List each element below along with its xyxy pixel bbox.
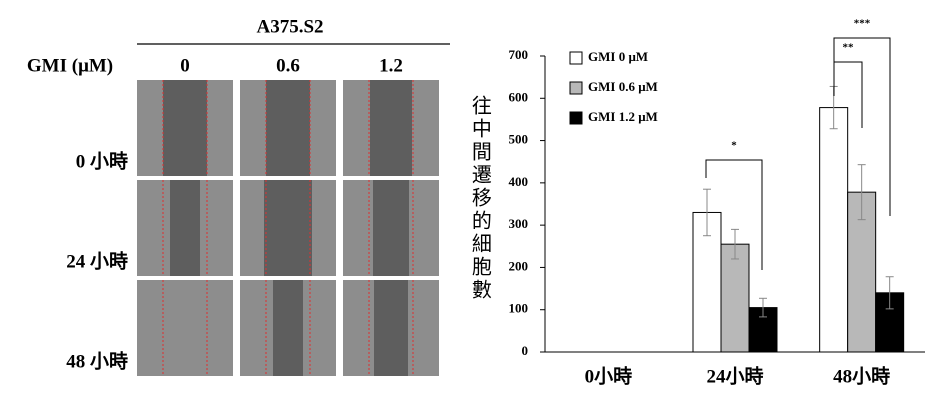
scratch-gap — [373, 180, 409, 276]
y-tick-label: 100 — [509, 301, 529, 316]
error-bar — [703, 188, 711, 237]
y-tick-label: 600 — [509, 89, 529, 104]
legend-swatch — [569, 81, 583, 95]
significance: * — [731, 140, 737, 152]
concentration: 0 — [180, 55, 190, 76]
x-tick-label: 24小時 — [706, 365, 763, 387]
error-bar — [731, 228, 739, 260]
y-axis-label: 往中間遷移的細胞數 — [468, 95, 491, 302]
time-label: 48 小時 — [66, 350, 128, 372]
scratch-gap — [170, 180, 200, 276]
y-tick-label: 400 — [509, 174, 529, 189]
time-label: 0 小時 — [76, 150, 128, 172]
y-tick-label: 300 — [509, 216, 529, 231]
significance: ** — [843, 42, 855, 54]
error-bar — [759, 297, 767, 318]
bar — [720, 243, 750, 353]
concentration: 1.2 — [379, 55, 403, 76]
legend-label: GMI 0 μM — [588, 49, 648, 64]
scratch-gap — [266, 80, 310, 176]
time-label: 24 小時 — [66, 250, 128, 272]
micrographs — [137, 80, 439, 376]
legend-swatch — [569, 51, 583, 65]
significance: *** — [854, 18, 871, 30]
concentration-label: GMI (μM) — [27, 55, 113, 76]
y-tick-label: 0 — [522, 343, 529, 358]
error-bar — [857, 164, 866, 221]
micrograph — [137, 280, 233, 376]
bracket — [705, 159, 763, 270]
bracket — [833, 37, 891, 216]
y-tick-label: 700 — [509, 47, 529, 62]
scratch-gap — [374, 280, 408, 376]
scratch-gap — [273, 280, 303, 376]
bar — [819, 107, 849, 353]
y-tick-label: 200 — [509, 258, 529, 273]
legend-label: GMI 0.6 μM — [588, 79, 658, 94]
scratch-gap — [163, 80, 207, 176]
concentration: 0.6 — [276, 55, 300, 76]
x-tick-label: 0小時 — [585, 365, 633, 387]
scratch-gap — [264, 180, 312, 276]
scratch-gap — [370, 80, 412, 176]
error-bar — [885, 276, 894, 310]
panel-title: A375.S2 — [256, 16, 323, 37]
y-tick-label: 500 — [509, 132, 529, 147]
x-tick-label: 48小時 — [833, 365, 890, 387]
legend-swatch — [569, 111, 583, 125]
legend-label: GMI 1.2 μM — [588, 109, 658, 124]
